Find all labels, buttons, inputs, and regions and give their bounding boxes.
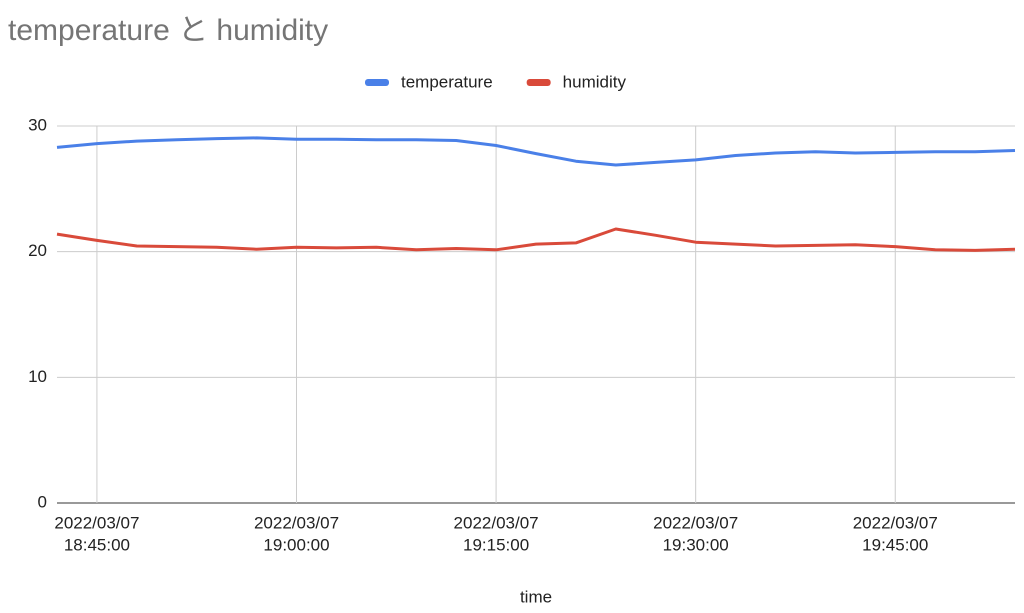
y-tick-label: 20 <box>28 241 47 260</box>
x-tick-label: 19:30:00 <box>663 535 729 554</box>
x-tick-label: 19:15:00 <box>463 535 529 554</box>
y-tick-label: 30 <box>28 115 47 134</box>
x-tick-label: 2022/03/07 <box>853 513 938 532</box>
x-tick-label: 19:00:00 <box>263 535 329 554</box>
series-line <box>56 227 1016 252</box>
x-tick-label: 2022/03/07 <box>653 513 738 532</box>
y-tick-label: 10 <box>28 367 47 386</box>
x-tick-label: 2022/03/07 <box>254 513 339 532</box>
series-line <box>56 136 1016 167</box>
legend-label: temperature <box>401 72 493 91</box>
x-tick-label: 2022/03/07 <box>454 513 539 532</box>
y-tick-label: 0 <box>38 492 47 511</box>
x-tick-label: 18:45:00 <box>64 535 130 554</box>
legend-swatch <box>526 79 551 86</box>
legend-label: humidity <box>563 72 627 91</box>
x-axis-title: time <box>520 587 552 606</box>
x-tick-label: 19:45:00 <box>862 535 928 554</box>
legend-swatch <box>365 79 389 86</box>
x-tick-label: 2022/03/07 <box>54 513 139 532</box>
chart-title: temperature と humidity <box>8 14 328 47</box>
